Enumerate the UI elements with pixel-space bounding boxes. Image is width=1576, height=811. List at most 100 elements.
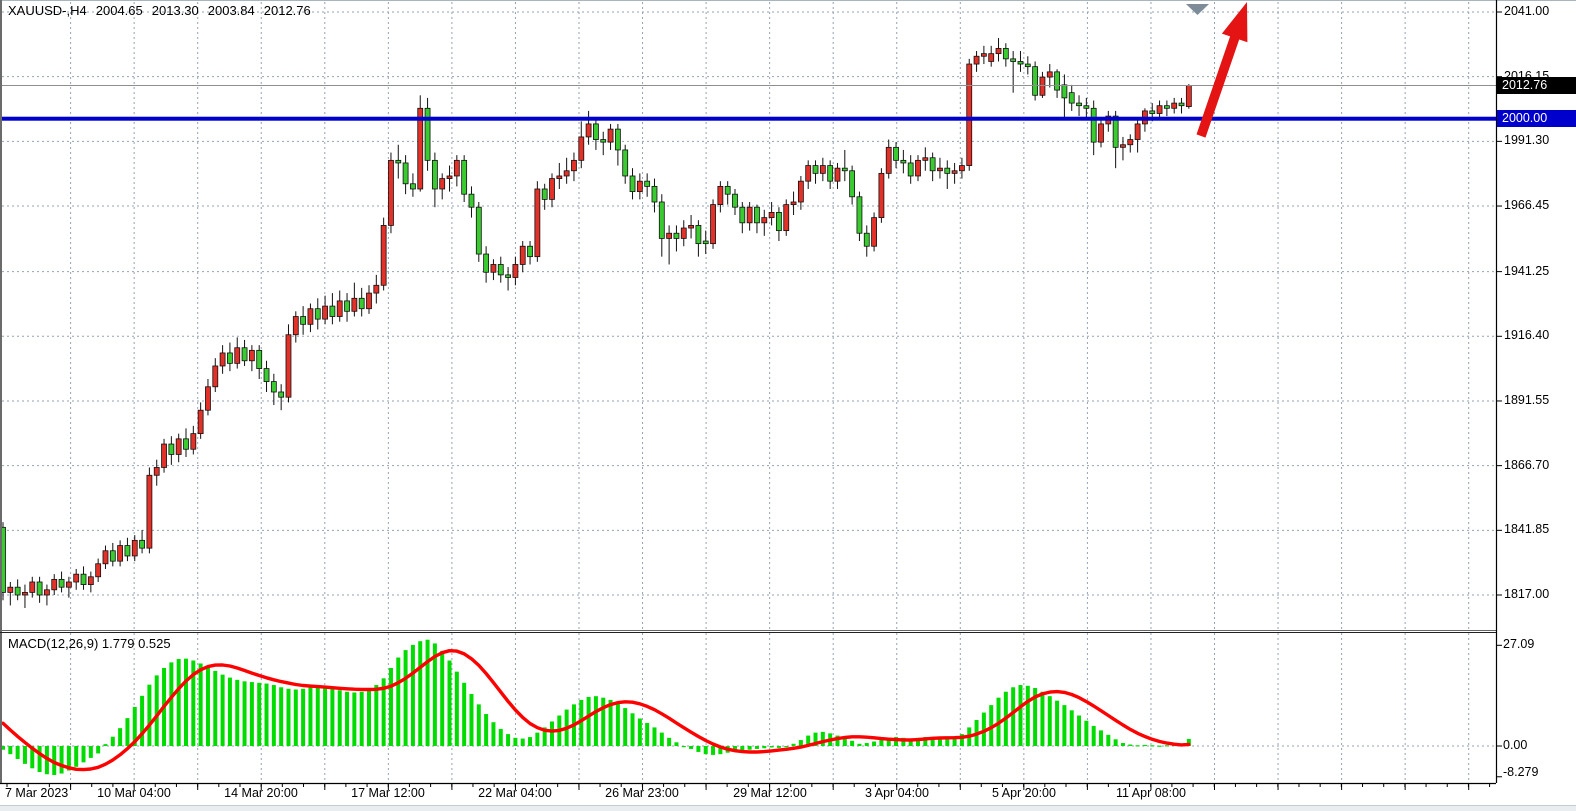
macd-histogram-bar (59, 746, 64, 774)
candle-body (36, 581, 43, 596)
macd-histogram-bar (718, 746, 723, 755)
macd-histogram-bar (257, 682, 262, 746)
candle-body (951, 170, 958, 174)
candle-body (915, 159, 921, 177)
macd-histogram-bar (1120, 743, 1125, 746)
macd-histogram-bar (345, 691, 350, 746)
candle-body (278, 391, 285, 398)
candle-body (680, 227, 687, 239)
macd-histogram-bar (623, 708, 628, 746)
macd-histogram-bar (593, 696, 598, 746)
window-bottom-edge (0, 805, 1576, 811)
time-axis-label: 26 Mar 23:00 (605, 786, 679, 800)
candle-body (541, 188, 548, 200)
macd-histogram-bar (798, 740, 803, 746)
candle-body (461, 159, 468, 195)
macd-histogram-bar (191, 660, 196, 746)
macd-histogram-bar (484, 714, 489, 746)
candle-body (351, 297, 358, 312)
candle-body (410, 183, 416, 190)
time-axis-label: 14 Mar 20:00 (224, 786, 298, 800)
macd-histogram-bar (813, 732, 818, 746)
price-axis-label: 2041.00 (1504, 4, 1550, 18)
candle-body (358, 297, 365, 310)
macd-histogram-bar (959, 734, 964, 746)
macd-histogram-bar (8, 746, 13, 755)
candle-body (644, 180, 651, 187)
down-triangle-marker (1186, 4, 1209, 15)
candle-body (1017, 61, 1024, 65)
time-axis-label: 22 Mar 04:00 (478, 786, 552, 800)
candle-body (1054, 71, 1060, 91)
macd-histogram-bar (513, 737, 518, 746)
macd-histogram-bar (1062, 705, 1067, 746)
macd-histogram-bar (637, 718, 642, 746)
macd-histogram-bar (1, 746, 5, 750)
quote-open: 2004.65 (95, 3, 143, 18)
candle-body (585, 123, 592, 138)
macd-histogram-bar (784, 746, 789, 748)
candle-body (285, 334, 292, 398)
candle-body (549, 178, 555, 200)
candle-body (344, 300, 350, 312)
candle-body (907, 162, 914, 177)
price-axis-label: 1891.55 (1504, 392, 1550, 407)
candle-body (973, 55, 980, 65)
candle-body (571, 159, 577, 172)
macd-histogram-bar (535, 732, 540, 746)
candle-body (732, 193, 738, 208)
macd-histogram-bar (184, 658, 188, 746)
macd-histogram-bar (586, 696, 591, 746)
candle-body (490, 264, 497, 273)
macd-histogram-bar (227, 677, 232, 746)
macd-histogram-bar (733, 746, 737, 752)
macd-histogram-bar (235, 679, 240, 746)
candle-body (183, 438, 189, 450)
candle-body (314, 308, 321, 320)
macd-histogram-bar (15, 746, 20, 760)
candle-body (263, 368, 270, 382)
candle-body (849, 170, 856, 198)
macd-histogram-bar (74, 746, 79, 767)
macd-histogram-bar (776, 746, 781, 748)
macd-histogram-bar (396, 657, 401, 746)
macd-histogram-bar (747, 746, 752, 750)
price-axis-label: 1841.85 (1504, 522, 1550, 537)
macd-histogram-bar (681, 746, 686, 748)
candle-body (1046, 71, 1053, 78)
candle-body (519, 245, 526, 265)
macd-histogram-bar (857, 743, 862, 746)
candle-body (292, 316, 299, 336)
candle-body (424, 107, 431, 161)
macd-histogram-bar (96, 746, 101, 754)
candle-body (117, 545, 124, 562)
candle-body (959, 165, 965, 172)
macd-histogram-bar (579, 699, 584, 746)
macd-histogram-bar (301, 688, 306, 746)
macd-histogram-bar (88, 746, 93, 758)
macd-histogram-bar (315, 686, 320, 746)
candle-body (505, 274, 511, 278)
candle-body (1098, 123, 1104, 143)
macd-histogram-bar (908, 738, 913, 746)
macd-histogram-bar (901, 737, 906, 746)
candle-body (388, 159, 394, 226)
macd-axis-label: 0.00 (1503, 738, 1528, 752)
candle-body (995, 48, 1002, 55)
macd-histogram-bar (66, 746, 71, 771)
candle-body (622, 149, 629, 177)
macd-histogram-bar (198, 663, 203, 746)
candle-body (380, 225, 387, 286)
candle-body (7, 586, 14, 593)
candle-body (805, 165, 812, 182)
macd-histogram-bar (118, 728, 123, 746)
candle-body (51, 578, 58, 591)
candle-body (483, 253, 490, 273)
candle-body (153, 467, 160, 476)
trend-arrow (1196, 2, 1248, 138)
candle-body (300, 316, 307, 325)
candle-body (219, 352, 226, 367)
candle-body (29, 581, 36, 593)
